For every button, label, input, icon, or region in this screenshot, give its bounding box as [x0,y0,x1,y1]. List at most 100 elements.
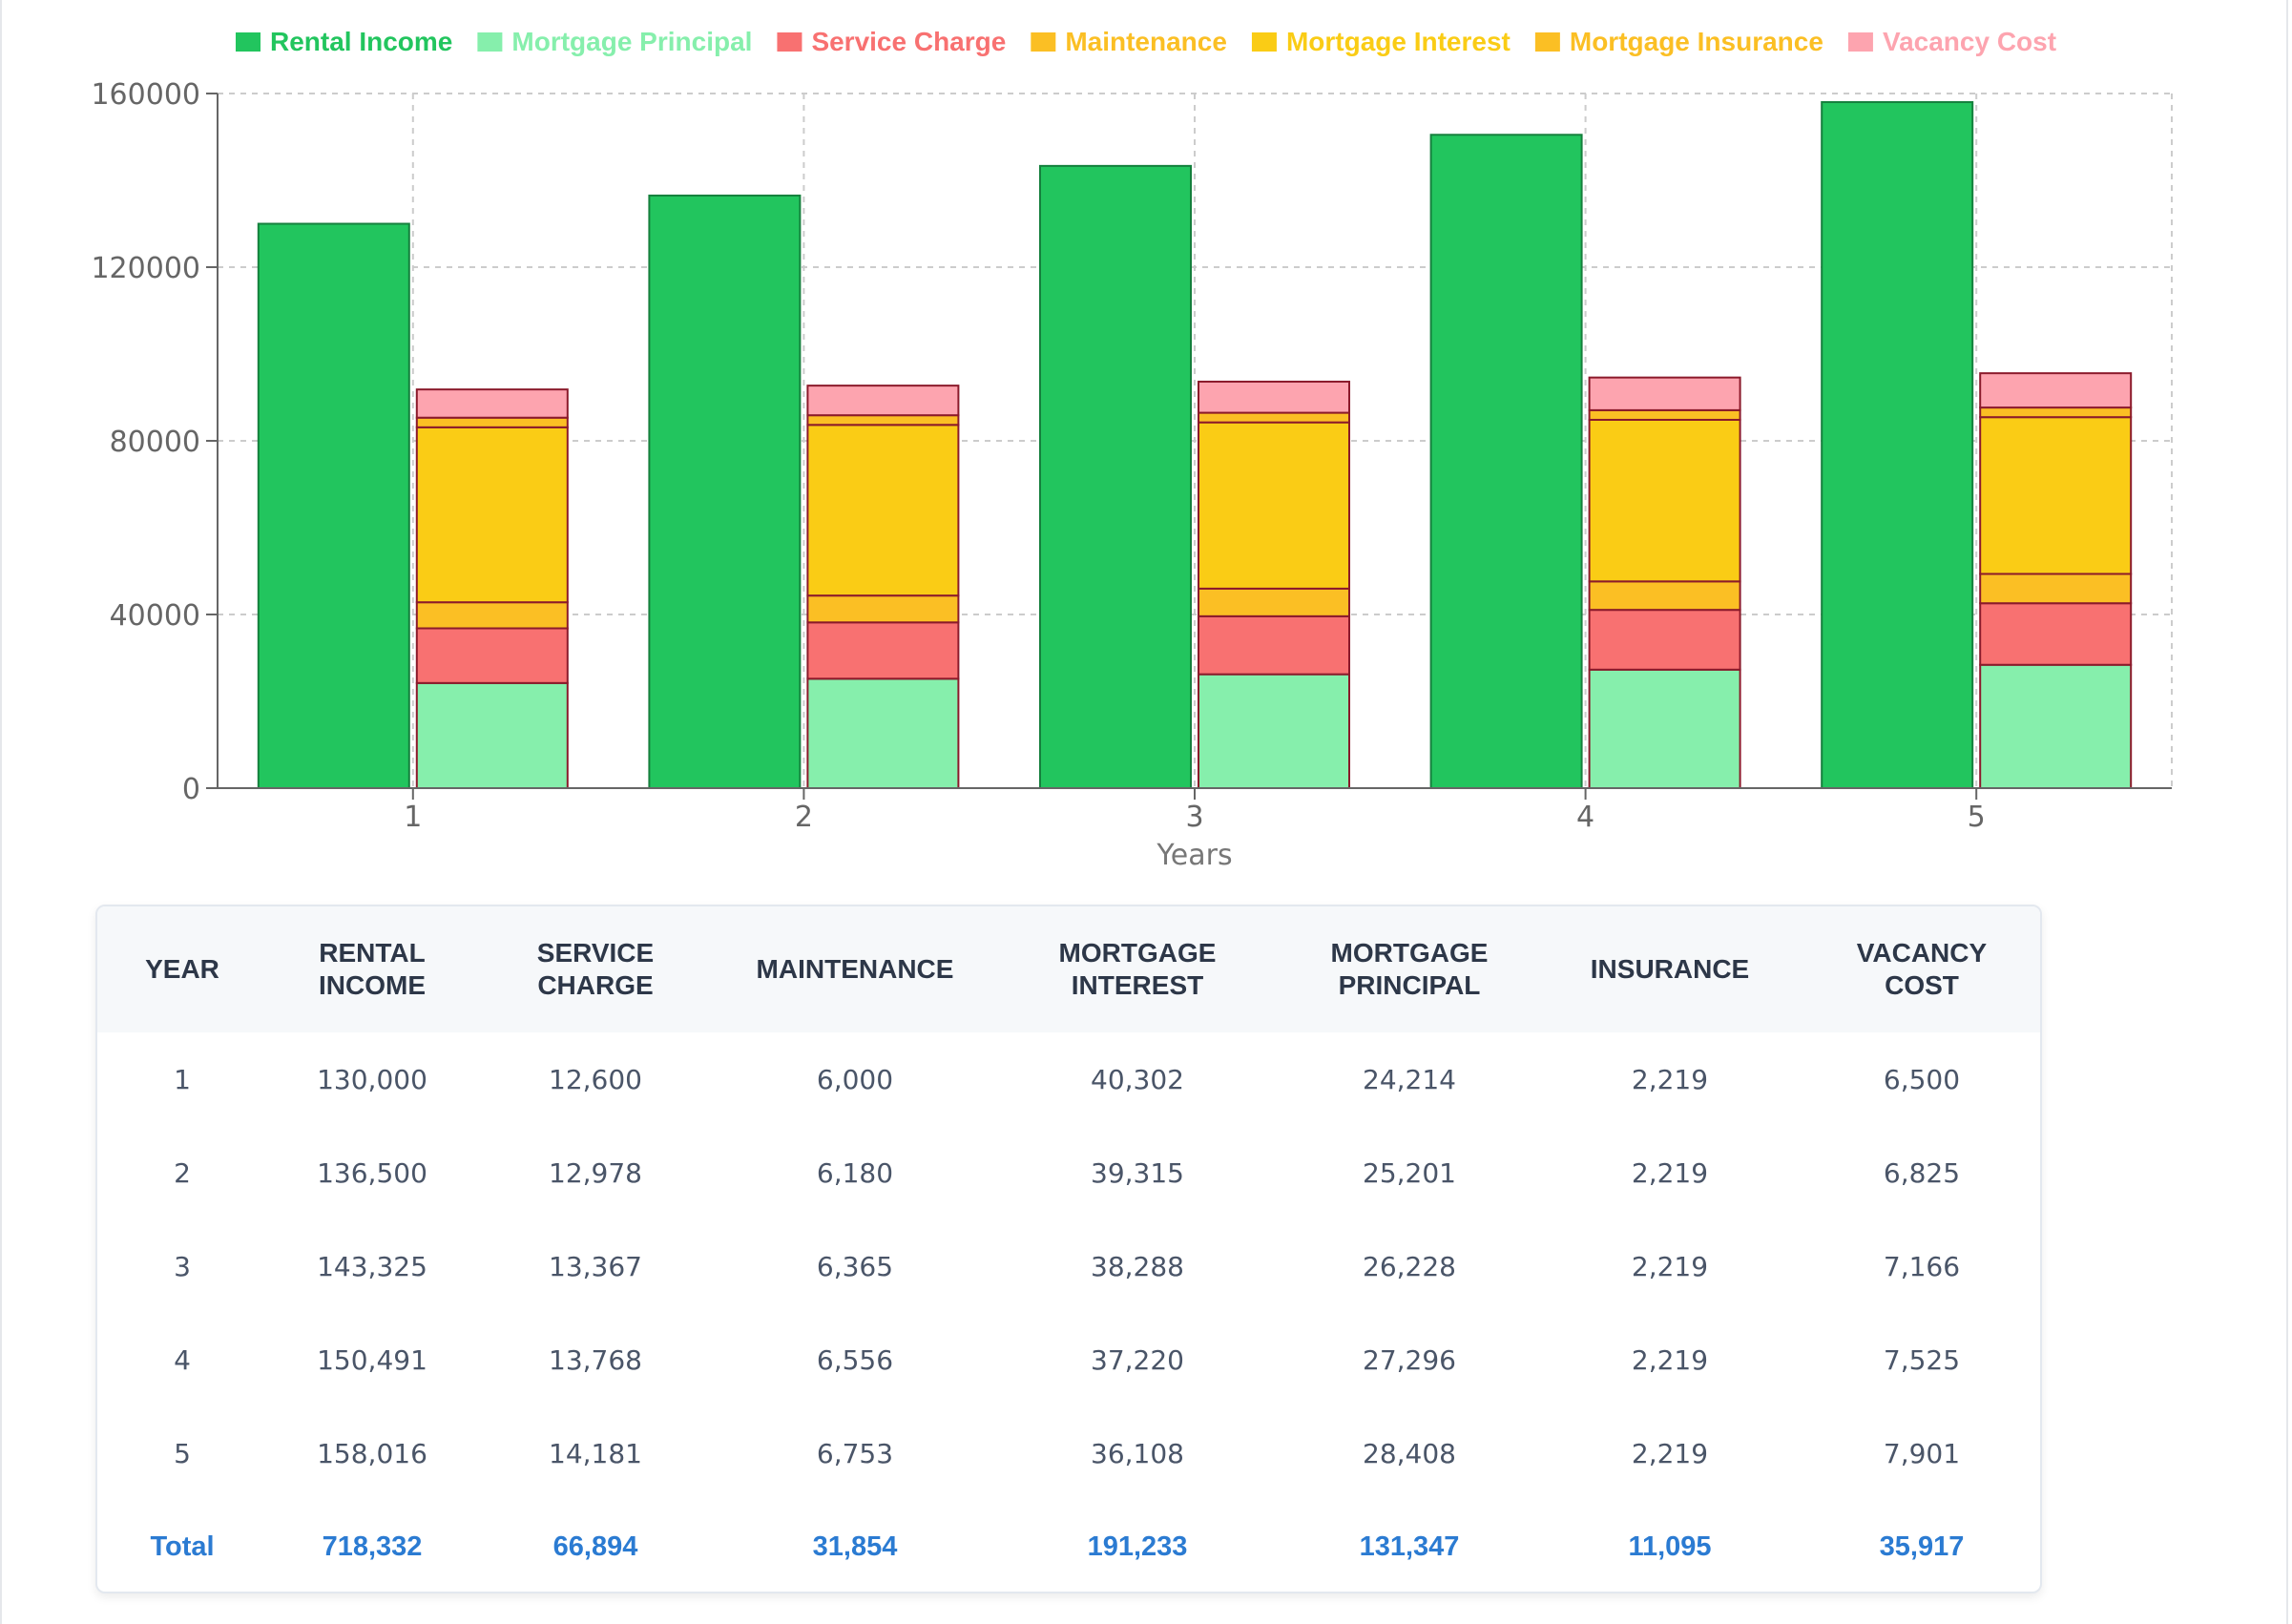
bar-mortgage-principal[interactable] [415,681,569,789]
bar-service-charge[interactable] [1979,602,2133,666]
legend-item[interactable]: Mortgage Interest [1251,27,1511,56]
table-cell: 13,367 [549,1250,642,1282]
y-tick-label: 0 [182,773,200,806]
legend-item[interactable]: Maintenance [1031,27,1227,56]
column-header-text: COST [1885,970,1959,1000]
column-header-text: MAINTENANCE [756,954,954,984]
column-header-text: MORTGAGE [1330,938,1489,968]
legend-item[interactable]: Rental Income [236,27,452,56]
bar-mortgage-principal[interactable] [1588,668,1741,790]
table-cell: 2,219 [1631,1156,1709,1189]
bar-vacancy-cost[interactable] [415,388,569,419]
table-row: 4 150,491 13,768 6,556 37,220 27,296 2,219 7,52… [97,1313,2040,1406]
table-cell: 6,180 [816,1156,894,1189]
bar-service-charge[interactable] [806,621,960,680]
bar-vacancy-cost[interactable] [1588,376,1741,411]
table-cell: 12,978 [549,1156,642,1189]
total-cell: 11,095 [1628,1530,1712,1562]
bar-vacancy-cost[interactable] [1198,380,1350,414]
legend-swatch [477,32,503,52]
table-row: 1 130,000 12,600 6,000 40,302 24,214 2,219 6,50… [97,1032,2040,1126]
total-cell: 31,854 [812,1530,898,1562]
table-cell: 25,201 [1363,1156,1456,1189]
legend-label: Maintenance [1065,27,1227,56]
bar-service-charge[interactable] [1588,609,1741,671]
table-cell: 150,491 [317,1343,427,1376]
legend-swatch [1534,32,1560,52]
table-cell: 28,408 [1363,1437,1456,1469]
table-row: 5 158,016 14,181 6,753 36,108 28,408 2,219 7,90… [97,1406,2040,1500]
table-cell: 13,768 [549,1343,642,1376]
bar-mortgage-interest[interactable] [1198,421,1350,590]
table-cell: 12,600 [549,1063,642,1095]
y-tick-label: 40000 [110,599,200,633]
bar-mortgage-insurance[interactable] [1198,411,1350,424]
column-header-text: VACANCY [1856,938,1988,968]
total-cell: Total [150,1530,215,1562]
bar-mortgage-interest[interactable] [806,424,960,597]
column-header: RENTAL INCOME [267,906,477,1032]
legend-swatch [1031,32,1056,52]
legend-item[interactable]: Mortgage Principal [477,27,752,56]
bar-rental-income[interactable] [1039,164,1192,789]
table-body: 1 130,000 12,600 6,000 40,302 24,214 2,219 6,50… [97,1032,2040,1592]
bar-mortgage-interest[interactable] [415,426,569,604]
bar-mortgage-insurance[interactable] [806,414,960,427]
bar-rental-income[interactable] [1429,134,1583,790]
legend-item[interactable]: Mortgage Insurance [1534,27,1823,56]
legend-swatch [1847,32,1873,52]
bar-mortgage-principal[interactable] [1979,663,2133,789]
bar-mortgage-principal[interactable] [806,677,960,789]
table-cell: 130,000 [317,1063,427,1095]
legend-swatch [777,32,802,52]
legend-item[interactable]: Service Charge [777,27,1006,56]
column-header-text: SERVICE [536,938,655,968]
column-header: MAINTENANCE [714,906,996,1032]
bar-service-charge[interactable] [415,627,569,684]
table-cell: 2,219 [1631,1250,1709,1282]
bar-rental-income[interactable] [648,194,802,790]
bar-mortgage-insurance[interactable] [415,416,569,428]
x-tick-label: 4 [1576,801,1594,834]
bar-maintenance[interactable] [1588,580,1741,612]
legend-label: Rental Income [270,27,452,56]
table-cell: 6,556 [816,1343,894,1376]
bar-service-charge[interactable] [1198,614,1350,676]
bar-vacancy-cost[interactable] [1979,372,2133,409]
bar-maintenance[interactable] [415,601,569,630]
table-cell: 2,219 [1631,1437,1709,1469]
table-cell: 6,500 [1883,1063,1961,1095]
bar-maintenance[interactable] [1979,573,2133,605]
column-header: SERVICE CHARGE [477,906,714,1032]
table-header: YEAR RENTAL INCOME SERVICE CHARGE MAINTENANCE… [97,906,2040,1032]
legend-item[interactable]: Vacancy Cost [1847,27,2056,56]
table-cell: 3 [174,1250,191,1282]
table-cell: 6,000 [816,1063,894,1095]
bar-maintenance[interactable] [1198,587,1350,617]
table-row: 2 136,500 12,978 6,180 39,315 25,201 2,219 6,82… [97,1126,2040,1219]
bar-rental-income[interactable] [257,222,410,789]
bar-mortgage-interest[interactable] [1979,416,2133,575]
table-cell: 37,220 [1091,1343,1184,1376]
bar-maintenance[interactable] [806,594,960,624]
x-axis-title: Years [1156,839,1232,872]
bar-vacancy-cost[interactable] [806,385,960,417]
bar-mortgage-principal[interactable] [1198,673,1350,789]
table-cell: 26,228 [1363,1250,1456,1282]
table-cell: 7,166 [1883,1250,1961,1282]
legend-label: Mortgage Interest [1286,27,1511,56]
bar-rental-income[interactable] [1821,101,1974,789]
table-cell: 2,219 [1631,1063,1709,1095]
table-cell: 158,016 [317,1437,427,1469]
column-header: MORTGAGE INTEREST [996,906,1279,1032]
bar-mortgage-insurance[interactable] [1979,406,2133,419]
table-cell: 14,181 [549,1437,642,1469]
table-cell: 27,296 [1363,1343,1456,1376]
column-header: VACANCY COST [1800,906,2040,1032]
column-header-text: PRINCIPAL [1338,970,1481,1000]
bar-mortgage-insurance[interactable] [1588,408,1741,421]
legend-swatch [236,32,260,52]
bar-mortgage-interest[interactable] [1588,418,1741,583]
table-cell: 2,219 [1631,1343,1709,1376]
